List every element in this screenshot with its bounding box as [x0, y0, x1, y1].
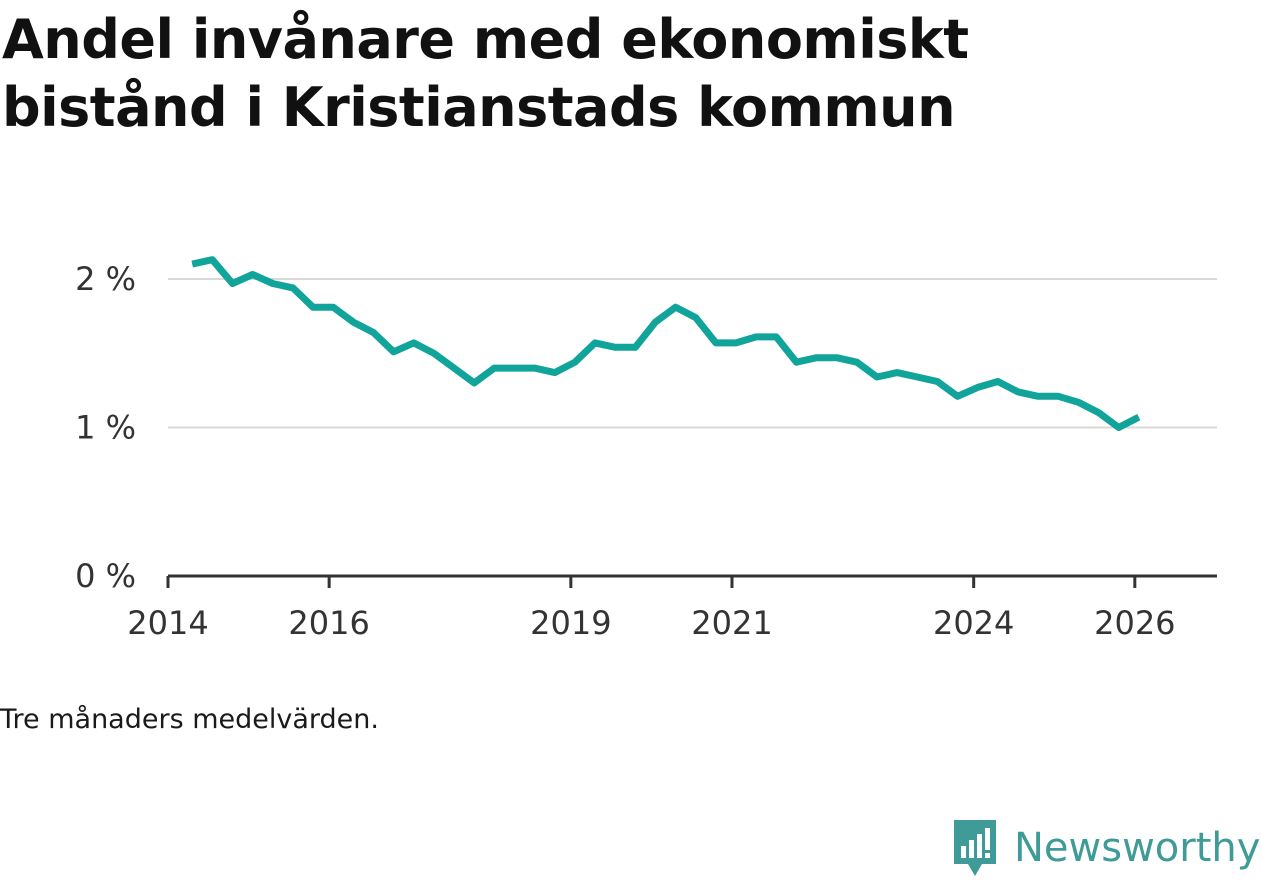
x-tick-label: 2014 — [127, 604, 208, 642]
x-tick-label: 2024 — [933, 604, 1014, 642]
x-tick-label: 2021 — [691, 604, 772, 642]
y-tick-label: 1 % — [75, 409, 136, 447]
gridlines — [168, 278, 1217, 429]
x-axis — [166, 574, 1217, 588]
newsworthy-logo-icon — [954, 820, 996, 876]
x-tick-label: 2016 — [288, 604, 369, 642]
chart-note: Tre månaders medelvärden. — [0, 704, 379, 735]
brand-name: Newsworthy — [1014, 825, 1261, 871]
x-tick-label: 2026 — [1094, 604, 1175, 642]
series-line-0 — [191, 256, 1141, 431]
chart-title: Andel invånare med ekonomiskt bistånd i … — [2, 8, 969, 139]
x-tick-label: 2019 — [530, 604, 611, 642]
line-chart: 0 % 1 % 2 % 2014 2016 2019 2021 2024 2026 — [75, 256, 1217, 642]
y-tick-label: 0 % — [75, 557, 136, 595]
x-tick-labels: 2014 2016 2019 2021 2024 2026 — [127, 604, 1175, 642]
series — [191, 256, 1141, 431]
y-tick-labels: 0 % 1 % 2 % — [75, 260, 136, 595]
y-tick-label: 2 % — [75, 260, 136, 298]
newsworthy-logo[interactable]: Newsworthy — [950, 816, 1260, 880]
